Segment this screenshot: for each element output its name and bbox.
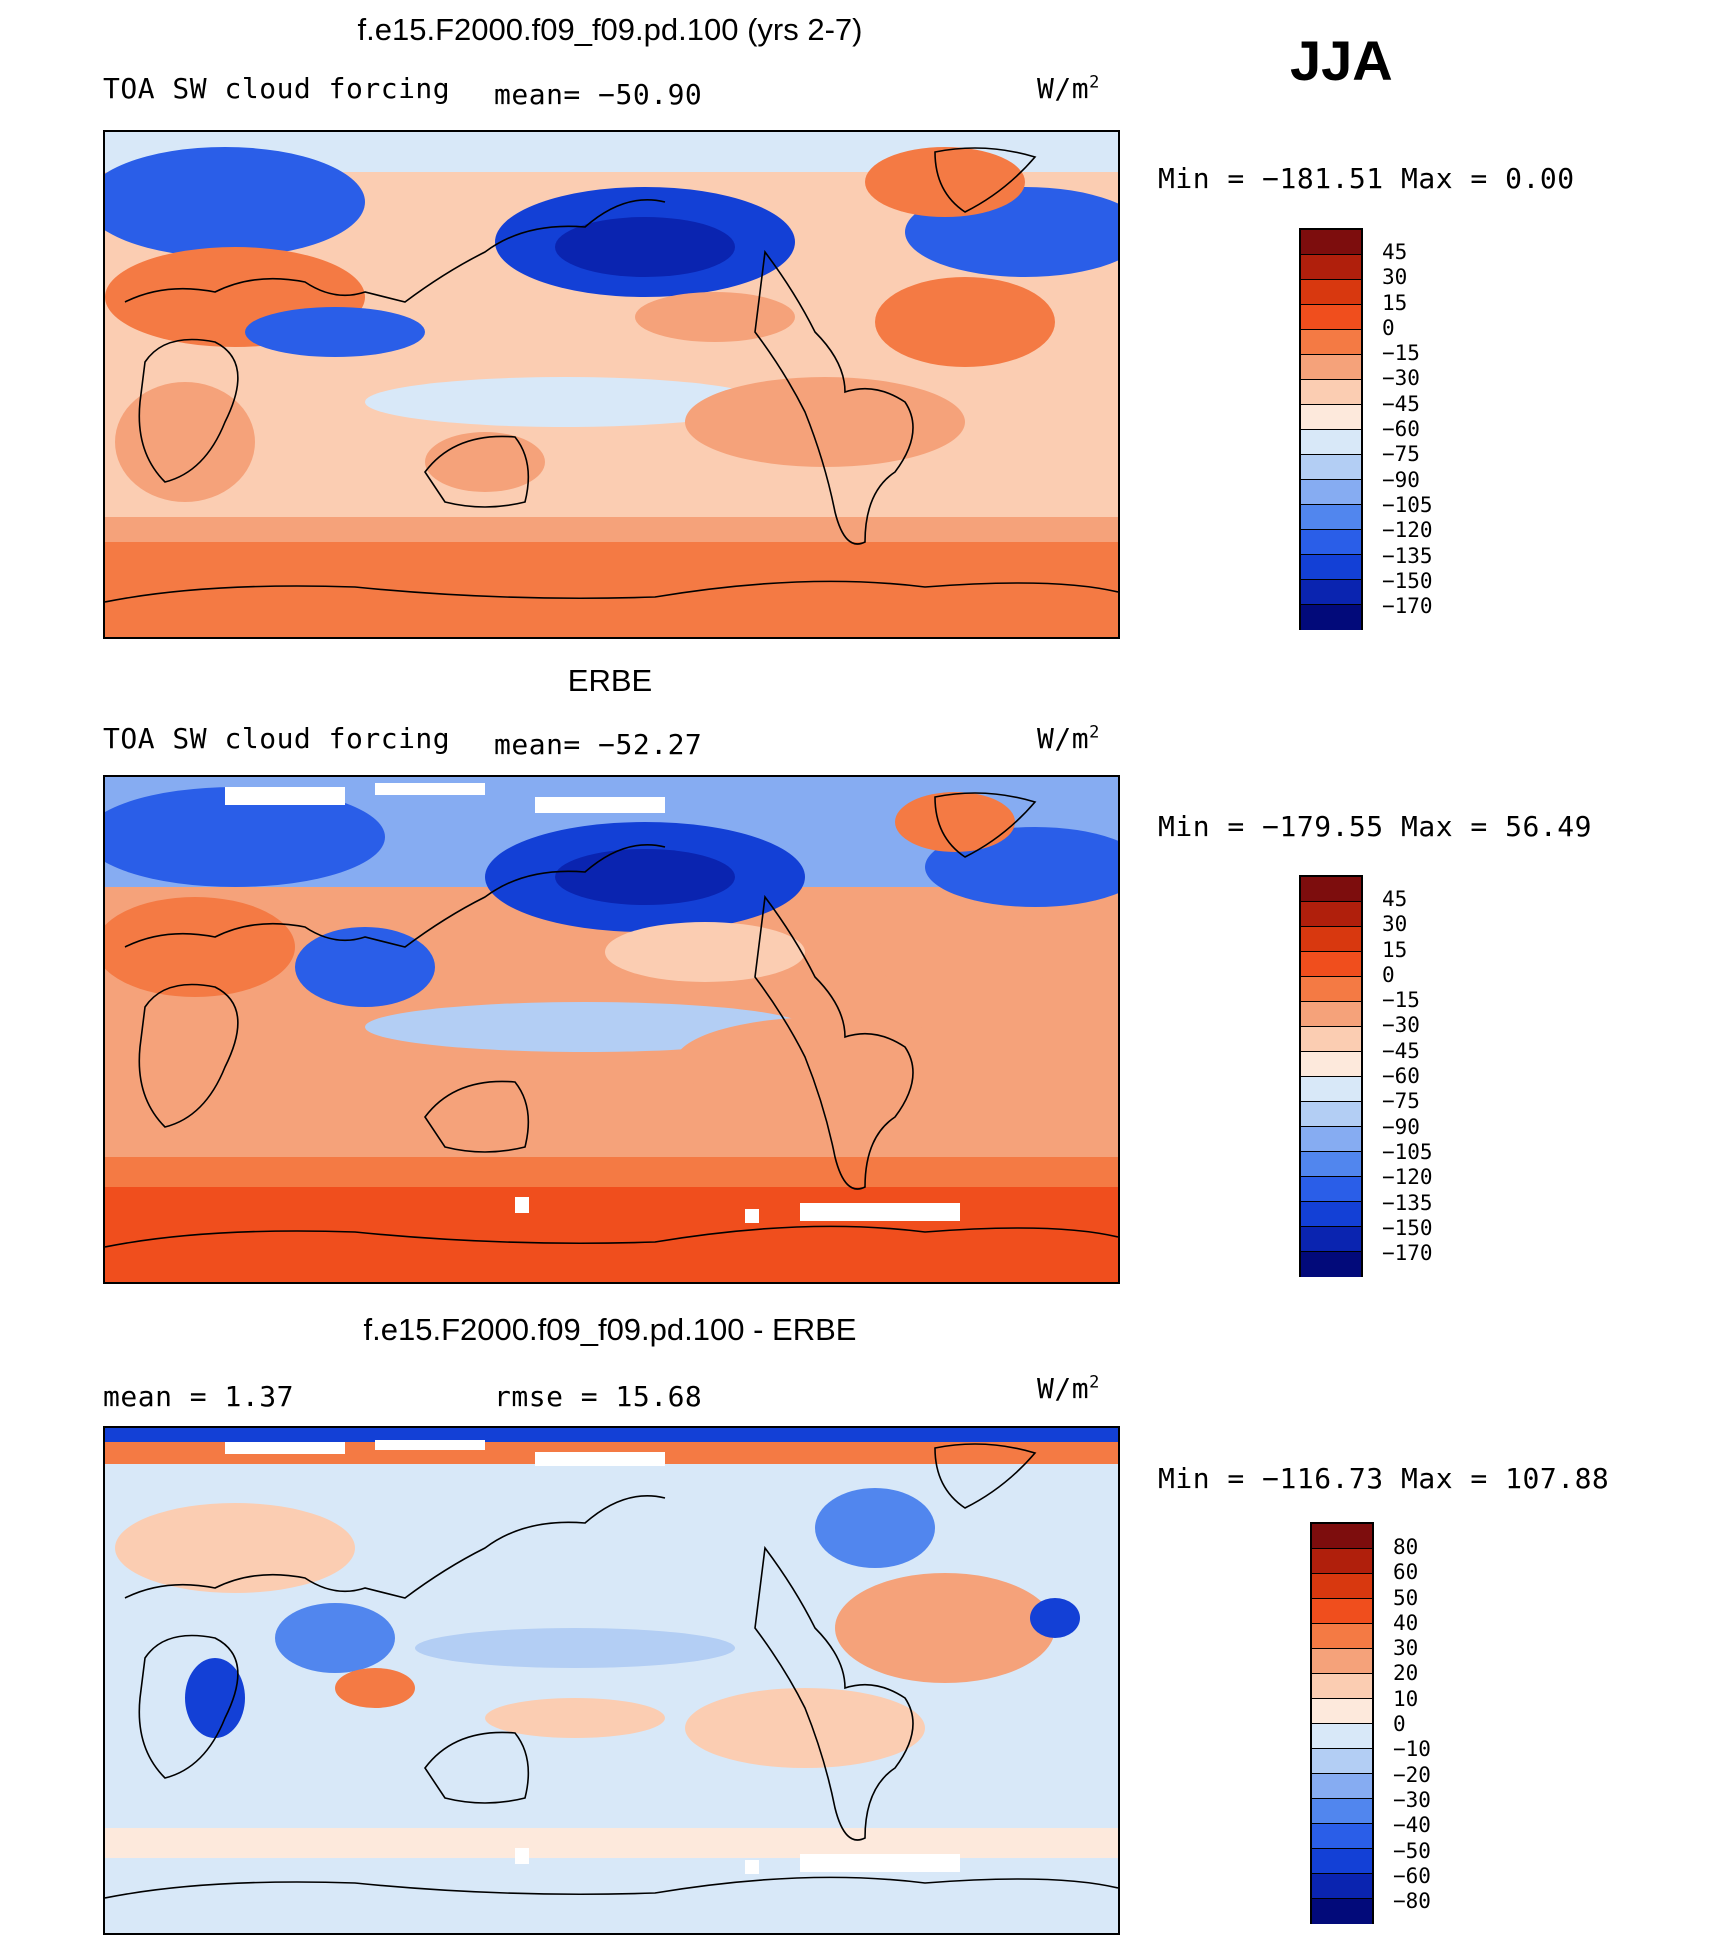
colorbar-tick: −10 [1393,1737,1431,1762]
colorbar-tick: 10 [1393,1686,1419,1711]
colorbar-tick: −170 [1382,1241,1433,1266]
panel-title: f.e15.F2000.f09_f09.pd.100 (yrs 2-7) [357,12,863,47]
map-difference-swcf [103,1426,1120,1935]
colorbar-tick: 0 [1393,1712,1406,1737]
colorbar-tick: −90 [1382,1114,1420,1139]
colorbar-tick: −30 [1382,366,1420,391]
min-max-label: Min = −116.73 Max = 107.88 [1158,1462,1610,1495]
colorbar-tick: −30 [1393,1787,1431,1812]
colorbar [1299,228,1363,630]
colorbar-tick: −60 [1382,1064,1420,1089]
colorbar-tick: 0 [1382,315,1395,340]
colorbar-tick: 30 [1382,912,1408,937]
colorbar-tick: −30 [1382,1013,1420,1038]
colorbar-tick: −170 [1382,594,1433,619]
unit-label: W/m2 [1037,72,1100,105]
colorbar-tick: −120 [1382,518,1433,543]
unit-label: W/m2 [1037,722,1100,755]
field-label: TOA SW cloud forcing [103,72,451,105]
colorbar-tick: −105 [1382,1139,1433,1164]
colorbar-tick: 40 [1393,1610,1419,1635]
rmse-label: rmse = 15.68 [494,1380,703,1413]
colorbar-tick: −20 [1393,1762,1431,1787]
mean-label: mean= −50.90 [494,78,703,111]
mean-label: mean= −52.27 [494,728,703,761]
colorbar-tick: 30 [1382,265,1408,290]
colorbar-tick: −60 [1382,417,1420,442]
colorbar-tick: 15 [1382,290,1408,315]
colorbar-labels: 80 60 50 40 30 20 10 0 −10 −20 −30 −40 −… [1393,1535,1431,1914]
colorbar-tick: 20 [1393,1661,1419,1686]
colorbar-labels: 45 30 15 0 −15 −30 −45 −60 −75 −90 −105 … [1382,887,1433,1266]
min-max-label: Min = −181.51 Max = 0.00 [1158,162,1575,195]
colorbar-tick: −50 [1393,1838,1431,1863]
min-max-label: Min = −179.55 Max = 56.49 [1158,810,1592,843]
colorbar-labels: 45 30 15 0 −15 −30 −45 −60 −75 −90 −105 … [1382,240,1433,619]
colorbar-tick: −75 [1382,1089,1420,1114]
colorbar-tick: −15 [1382,988,1420,1013]
season-label: JJA [1290,29,1393,92]
colorbar-tick: 80 [1393,1535,1419,1559]
colorbar-tick: 15 [1382,937,1408,962]
colorbar [1299,875,1363,1277]
colorbar-tick: −105 [1382,492,1433,517]
colorbar-tick: 45 [1382,240,1408,264]
colorbar-tick: −15 [1382,341,1420,366]
colorbar-tick: −40 [1393,1813,1431,1838]
colorbar [1310,1522,1374,1924]
colorbar-tick: 50 [1393,1585,1419,1610]
colorbar-tick: 45 [1382,887,1408,911]
panel-title: ERBE [567,663,653,698]
colorbar-tick: −135 [1382,543,1433,568]
field-label: TOA SW cloud forcing [103,722,451,755]
colorbar-tick: −150 [1382,568,1433,593]
mean-label: mean = 1.37 [103,1380,294,1413]
colorbar-tick: 0 [1382,962,1395,987]
map-model-swcf [103,130,1120,639]
panel-title: f.e15.F2000.f09_f09.pd.100 - ERBE [363,1312,857,1347]
colorbar-tick: −60 [1393,1863,1431,1888]
unit-label: W/m2 [1037,1372,1100,1405]
colorbar-tick: −45 [1382,391,1420,416]
colorbar-tick: −45 [1382,1038,1420,1063]
colorbar-tick: −90 [1382,467,1420,492]
colorbar-tick: −80 [1393,1889,1431,1914]
colorbar-tick: −135 [1382,1190,1433,1215]
colorbar-tick: 60 [1393,1560,1419,1585]
map-erbe-swcf [103,775,1120,1284]
colorbar-tick: −120 [1382,1165,1433,1190]
colorbar-tick: −150 [1382,1215,1433,1240]
colorbar-tick: −75 [1382,442,1420,467]
colorbar-tick: 30 [1393,1636,1419,1661]
